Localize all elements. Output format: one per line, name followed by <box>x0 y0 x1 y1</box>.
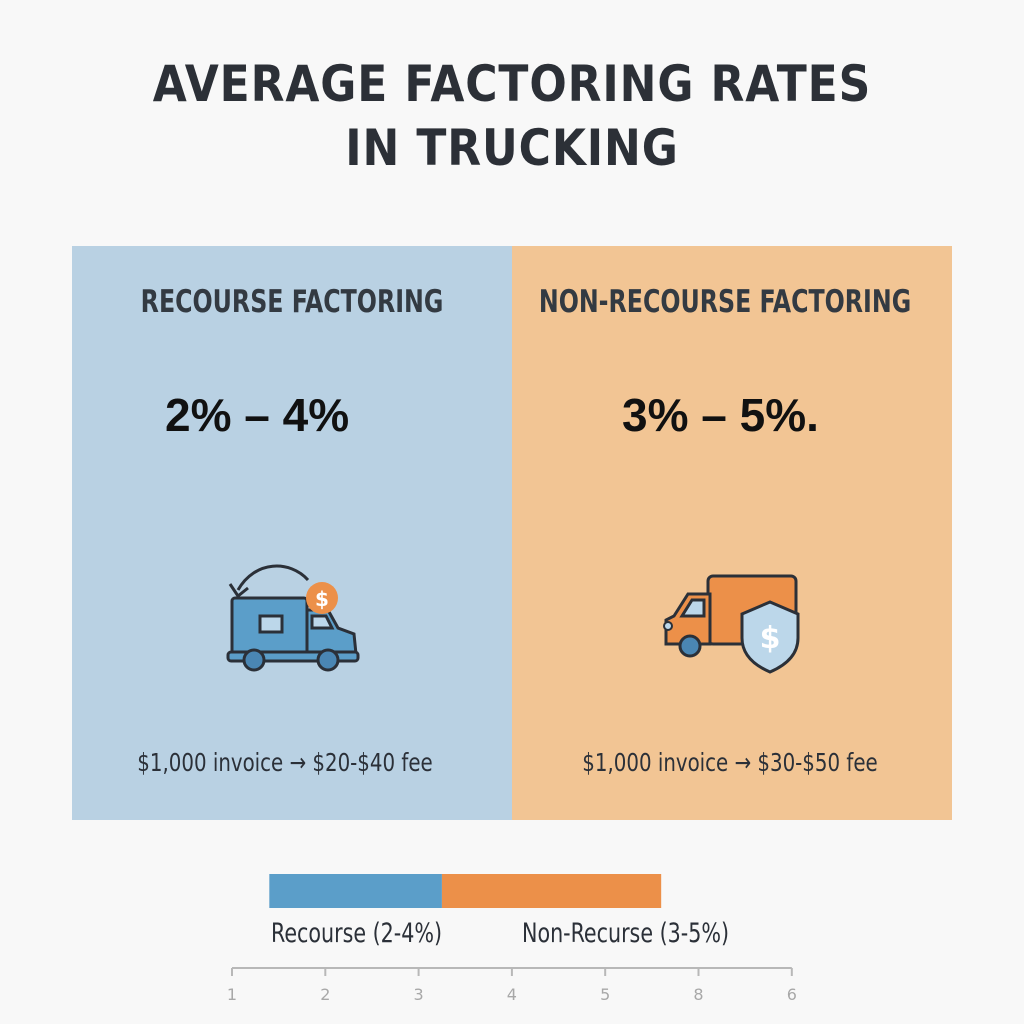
x-tick-label: 4 <box>507 985 517 1004</box>
x-tick-label: 6 <box>787 985 797 1004</box>
svg-text:$: $ <box>760 621 781 656</box>
svg-text:$: $ <box>315 587 329 611</box>
recourse-panel <box>72 246 512 820</box>
truck-with-dollar-shield-icon: $ <box>663 574 800 674</box>
non-recourse-rate: 3% – 5%. <box>622 389 819 441</box>
title-line-1: AVERAGE FACTORING RATES <box>152 55 872 113</box>
x-tick-label: 8 <box>693 985 703 1004</box>
legend-recourse: Recourse (2-4%) <box>271 918 443 949</box>
recourse-rate: 2% – 4% <box>165 389 350 441</box>
non-recourse-title: NON-RECOURSE FACTORING <box>538 284 912 320</box>
non-recourse-panel <box>512 246 952 820</box>
bar-segment-1 <box>441 874 662 908</box>
truck-with-return-arrow-and-dollar-icon: $ <box>226 564 360 672</box>
non-recourse-example: $1,000 invoice → $30-$50 fee <box>582 748 878 777</box>
legend-non-recourse: Non-Recurse (3-5%) <box>522 918 730 949</box>
page-title: AVERAGE FACTORING RATES IN TRUCKING <box>61 52 962 180</box>
recourse-example: $1,000 invoice → $20-$40 fee <box>137 748 433 777</box>
rate-range-bar-chart: 1 2 3 4 5 8 6 <box>227 874 797 1004</box>
x-tick-label: 1 <box>227 985 237 1004</box>
x-tick-label: 5 <box>600 985 610 1004</box>
x-tick-label: 3 <box>414 985 424 1004</box>
x-tick-label: 2 <box>320 985 330 1004</box>
title-line-2: IN TRUCKING <box>345 119 679 177</box>
recourse-title: RECOURSE FACTORING <box>140 284 444 320</box>
bar-segment-0 <box>269 874 442 908</box>
